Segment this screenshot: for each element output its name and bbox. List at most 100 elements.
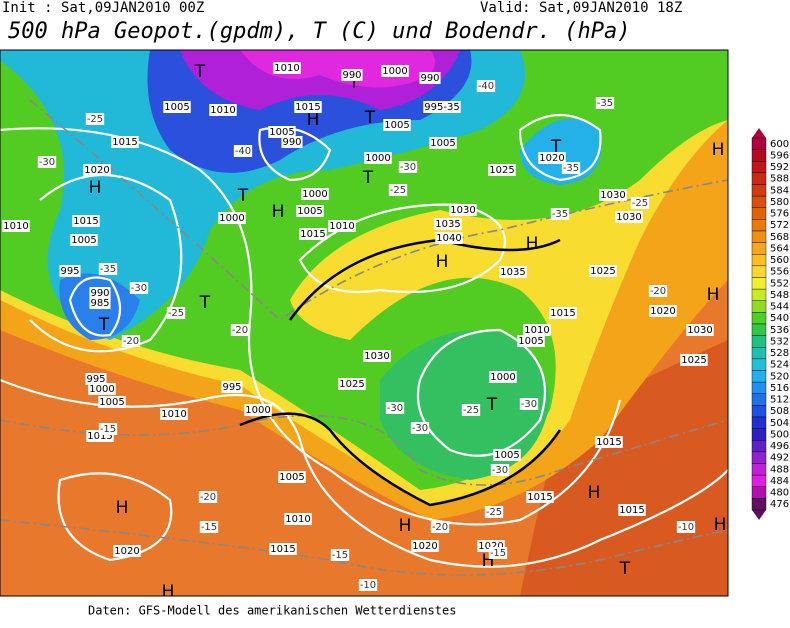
- temperature-label: -10: [678, 522, 694, 533]
- isobar-label: 1000: [302, 189, 327, 200]
- isobar-label: 1015: [550, 308, 575, 319]
- label-box: [538, 152, 566, 164]
- label-box: [199, 521, 219, 533]
- label-box: [59, 265, 81, 277]
- label-box: [449, 204, 477, 216]
- label-box: [383, 119, 411, 131]
- isobar-label: 990: [282, 137, 301, 148]
- colorbar-label: 596: [770, 150, 789, 161]
- temperature-label: -15: [201, 522, 217, 533]
- label-box: [230, 324, 250, 336]
- isobar-label: 1030: [687, 325, 712, 336]
- label-box: [419, 72, 441, 84]
- isobar-label: 1005: [71, 235, 96, 246]
- valid-time: Valid: Sat,09JAN2010 18Z: [480, 0, 682, 16]
- isobar-label: 1020: [84, 165, 109, 176]
- high-pressure-marker: H: [307, 110, 320, 130]
- label-box: [83, 164, 111, 176]
- label-box: [98, 423, 118, 435]
- label-box: [88, 383, 116, 395]
- temperature-label: -25: [486, 507, 502, 518]
- label-box: [330, 549, 350, 561]
- label-box: [269, 543, 297, 555]
- label-box: [221, 381, 243, 393]
- label-box: [430, 521, 450, 533]
- label-box: [70, 234, 98, 246]
- isobar-label: 1010: [161, 409, 186, 420]
- isobar-label: 1015: [295, 102, 320, 113]
- colorbar-cell: [751, 149, 767, 162]
- temperature-label: -25: [87, 114, 103, 125]
- label-box: [461, 404, 481, 416]
- colorbar-cell: [751, 219, 767, 232]
- label-box: [37, 156, 57, 168]
- isobar-label: 1030: [450, 205, 475, 216]
- temperature-label: -40: [478, 81, 494, 92]
- colorbar-label: 556: [770, 267, 789, 278]
- colorbar-arrow-bottom: [752, 510, 766, 520]
- high-pressure-marker: H: [272, 202, 285, 222]
- label-box: [244, 404, 272, 416]
- colorbar-label: 524: [770, 360, 789, 371]
- temperature-label: -15: [332, 550, 348, 561]
- isobar-label: 995: [222, 382, 241, 393]
- temperature-label: -40: [235, 146, 251, 157]
- isobar-label: 990: [90, 288, 109, 299]
- colorbar-label: 564: [770, 243, 789, 254]
- temperature-label: -25: [168, 308, 184, 319]
- temperature-label: -20: [650, 286, 666, 297]
- isobar-label: 990: [420, 73, 439, 84]
- colorbar-label: 528: [770, 348, 789, 359]
- isobar-label: 1015: [527, 492, 552, 503]
- label-box: [648, 285, 668, 297]
- label-box: [85, 113, 105, 125]
- label-box: [129, 282, 149, 294]
- colorbar-cell: [751, 440, 767, 453]
- colorbar-cell: [751, 137, 767, 150]
- isobar-label: 1000: [219, 213, 244, 224]
- isobar-label: 1005: [384, 120, 409, 131]
- colorbar-label: 480: [770, 488, 789, 499]
- label-box: [680, 354, 708, 366]
- colorbar-cell: [751, 254, 767, 267]
- colorbar-cell: [751, 416, 767, 429]
- colorbar-cell: [751, 242, 767, 255]
- colorbar-cell: [751, 474, 767, 487]
- label-box: [209, 104, 237, 116]
- isobar-label: 1015: [73, 216, 98, 227]
- colorbar-cell: [751, 393, 767, 406]
- isobar-label: 1015: [270, 544, 295, 555]
- isobar-label: 1010: [524, 325, 549, 336]
- label-box: [121, 335, 141, 347]
- colorbar-label: 508: [770, 406, 789, 417]
- label-box: [523, 324, 551, 336]
- low-pressure-marker: T: [362, 168, 374, 188]
- colorbar-label: 500: [770, 429, 789, 440]
- colorbar-label: 516: [770, 383, 789, 394]
- isobar-label: 1025: [339, 379, 364, 390]
- isobar-label: 1030: [364, 351, 389, 362]
- isobar-label: 1000: [382, 66, 407, 77]
- colorbar-cell: [751, 405, 767, 418]
- temperature-label: -15: [490, 548, 506, 559]
- label-box: [484, 506, 504, 518]
- label-box: [268, 126, 296, 138]
- colorbar-label: 544: [770, 302, 789, 313]
- label-box: [410, 422, 430, 434]
- isobar-label: 1020: [478, 541, 503, 552]
- label-box: [385, 402, 405, 414]
- label-box: [595, 436, 623, 448]
- isobar-label: 1025: [681, 355, 706, 366]
- label-box: [113, 545, 141, 557]
- temperature-label: -25: [632, 198, 648, 209]
- isobar-label: 1005: [494, 450, 519, 461]
- colorbar-label: 476: [770, 499, 789, 510]
- label-box: [381, 65, 409, 77]
- label-box: [488, 547, 508, 559]
- isobar-label: 1000: [89, 384, 114, 395]
- high-pressure-marker: H: [89, 178, 102, 198]
- label-box: [98, 263, 118, 275]
- temperature-label: -30: [39, 157, 55, 168]
- colorbar-label: 504: [770, 418, 789, 429]
- temperature-label: -20: [123, 336, 139, 347]
